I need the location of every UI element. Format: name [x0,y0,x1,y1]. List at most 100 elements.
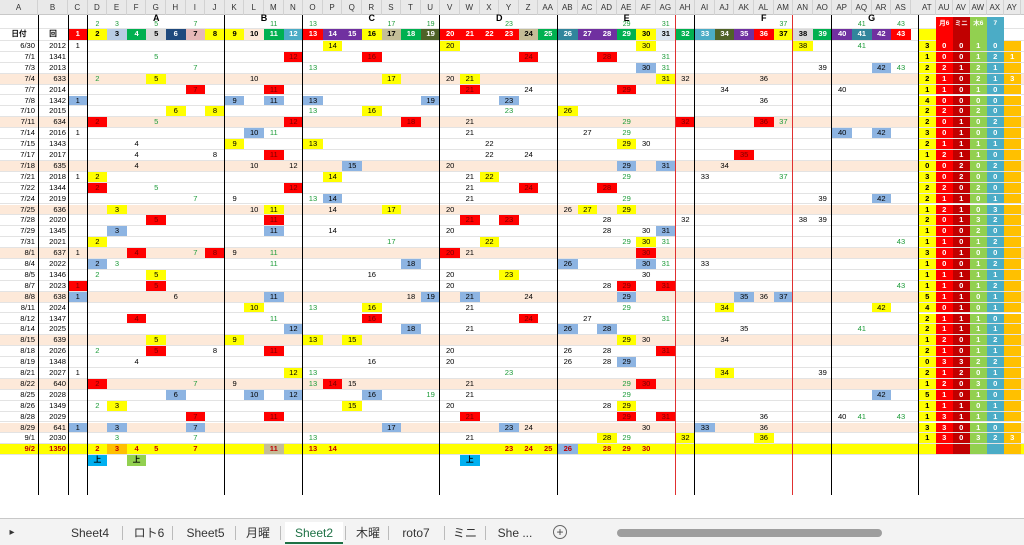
cell-number-3[interactable]: 3 [107,204,127,215]
summary-cell[interactable]: 1 [935,291,953,302]
summary-cell[interactable]: 1 [952,117,970,128]
number-header-4[interactable]: 4 [126,29,147,40]
cell-number-11[interactable]: 11 [264,291,284,302]
summary-cell[interactable]: 0 [952,422,970,433]
summary-cell[interactable]: 0 [969,95,987,106]
summary-cell[interactable]: 2 [935,378,953,389]
prime-number-label[interactable]: 29 [622,21,631,28]
kai-cell[interactable]: 2029 [49,411,66,421]
cell-number-11[interactable]: 11 [264,150,284,160]
summary-cell[interactable]: 1 [935,368,953,378]
number-header-21[interactable]: 21 [460,29,480,40]
cell-number-28[interactable]: 28 [602,400,612,410]
column-header[interactable]: X [480,0,500,15]
summary-cell[interactable] [918,444,936,455]
summary-cell[interactable]: 2 [986,259,1004,269]
cell-number-34[interactable]: 34 [720,84,729,94]
date-cell[interactable]: 8/26 [20,400,35,410]
number-header-17[interactable]: 17 [381,29,402,40]
prime-number-label[interactable]: 43 [897,21,905,28]
cell-number-23[interactable]: 23 [499,95,519,106]
summary-cell[interactable] [1003,248,1021,258]
tab-scroll-right-icon[interactable]: ▸ [9,527,15,538]
cell-number-28[interactable]: 28 [602,357,612,367]
cell-number-4[interactable]: 4 [134,150,139,159]
cell-number-20[interactable]: 20 [440,248,460,258]
cell-number-1[interactable]: 1 [68,291,88,302]
kai-cell[interactable]: 1346 [49,269,66,279]
summary-cell[interactable]: 1 [986,411,1004,422]
kai-cell[interactable]: 2023 [49,280,66,290]
cell-number-30[interactable]: 30 [636,62,656,73]
summary-cell[interactable]: 0 [935,259,953,269]
number-header-29[interactable]: 29 [616,29,637,40]
summary-cell[interactable]: 1 [935,84,953,95]
number-header-30[interactable]: 30 [636,29,656,40]
summary-cell[interactable] [1003,389,1021,400]
column-header[interactable]: D [88,0,108,15]
cell-number-31[interactable]: 31 [661,313,671,323]
kai-cell[interactable]: 2016 [49,128,66,138]
column-header[interactable]: AP [832,0,852,15]
summary-cell[interactable]: 2 [986,237,1004,248]
cell-number-7[interactable]: 7 [193,433,198,443]
summary-cell[interactable]: 1 [952,128,970,139]
summary-cell[interactable]: 0 [986,106,1004,117]
cell-number-5[interactable]: 5 [146,335,166,346]
summary-cell[interactable]: 1 [952,139,970,149]
cell-number-22[interactable]: 22 [485,150,494,159]
kai-cell[interactable]: 1347 [49,313,66,323]
cell-number-37[interactable]: 37 [779,117,788,127]
summary-cell[interactable]: 2 [952,171,970,182]
cell-number-29[interactable]: 29 [622,433,631,443]
prime-number-label[interactable]: 3 [115,21,119,28]
date-cell[interactable]: 8/5 [24,269,35,279]
summary-cell[interactable]: 0 [986,422,1004,433]
number-header-10[interactable]: 10 [244,29,264,40]
number-header-39[interactable]: 39 [812,29,833,40]
column-header[interactable]: AM [774,0,794,15]
cell-number-14[interactable]: 14 [322,41,343,51]
number-header-13[interactable]: 13 [303,29,323,40]
date-cell[interactable]: 6/30 [20,41,35,50]
cell-number-29[interactable]: 29 [622,193,631,203]
cell-number-40[interactable]: 40 [837,84,847,94]
column-header[interactable]: AQ [852,0,872,15]
summary-cell[interactable]: 1 [986,291,1004,302]
date-cell[interactable]: 7/15 [20,139,35,149]
date-cell[interactable]: 8/12 [20,313,35,323]
number-header-16[interactable]: 16 [362,29,382,40]
summary-cell[interactable] [1003,160,1021,171]
date-cell[interactable]: 7/28 [20,215,35,225]
summary-cell[interactable]: 0 [969,117,987,128]
cell-number-11[interactable]: 11 [264,411,284,422]
cell-number-29[interactable]: 29 [622,171,631,181]
cell-number-24[interactable]: 24 [524,150,533,159]
summary-cell[interactable]: 1 [986,324,1004,335]
cell-number-34[interactable]: 34 [714,302,735,313]
cell-number-2[interactable]: 2 [95,400,100,410]
number-header-6[interactable]: 6 [166,29,186,40]
prime-number-label[interactable]: 37 [779,21,788,28]
cell-number-37[interactable]: 37 [779,171,788,181]
cell-number-16[interactable]: 16 [362,302,382,313]
kai-header[interactable]: 回 [49,29,57,38]
cell-number-29[interactable]: 29 [616,139,637,149]
cell-number-13[interactable]: 13 [308,193,318,203]
cell-number-32[interactable]: 32 [675,117,696,128]
column-header[interactable]: R [362,0,382,15]
summary-cell[interactable] [1003,291,1021,302]
column-header[interactable]: AO [813,0,833,15]
cell-number-15[interactable]: 15 [342,400,362,411]
summary-cell[interactable]: 1 [918,51,936,62]
cell-number-23[interactable]: 23 [499,269,519,280]
cell-number-28[interactable]: 28 [602,215,612,225]
summary-cell[interactable]: 1 [952,411,970,422]
cell-number-17[interactable]: 17 [381,422,402,433]
date-cell[interactable]: 8/4 [24,259,35,268]
column-header[interactable]: V [440,0,460,15]
summary-cell[interactable] [1003,128,1021,139]
summary-cell[interactable]: 1 [918,400,936,411]
date-cell[interactable]: 7/18 [20,160,35,170]
summary-cell[interactable]: 1 [986,193,1004,204]
